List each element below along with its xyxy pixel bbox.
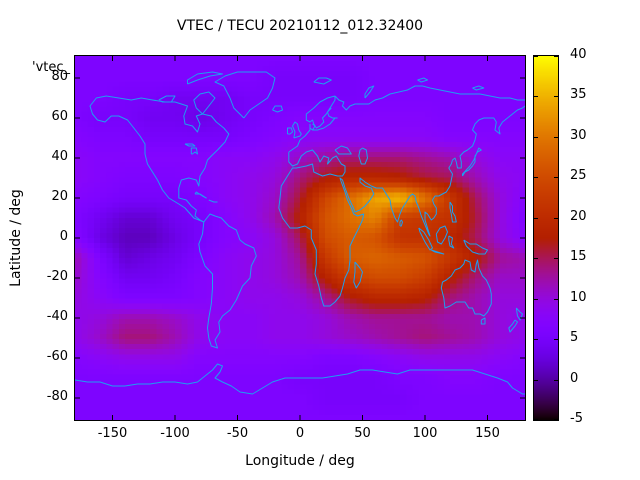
coastline-new-zealand-north [515,307,523,321]
x-tick-label: 100 [412,426,438,441]
colorbar-tick-mark [554,56,558,57]
coastline-borneo [435,225,448,245]
x-tick-label: -50 [226,426,249,441]
y-tick-label: -80 [46,389,68,404]
coastline-caspian-sea [358,147,368,165]
colorbar-tick-label: -5 [570,411,583,426]
coastline-north-america [89,95,230,223]
coastline-philippines [449,201,457,223]
y-tick-label: -20 [46,269,68,284]
colorbar-tick-mark [554,96,558,98]
x-tick-label: 150 [475,426,500,441]
coastline-lake-michigan-huron [190,147,198,155]
colorbar-tick-mark [534,136,538,138]
coastline-sulawesi [448,235,455,249]
coastline-south-america [198,213,257,349]
coastline-baffin-island [193,91,216,115]
colorbar-tick-label: 5 [570,330,579,346]
colorbar-gradient-canvas [534,56,558,420]
coastline-ireland [287,127,293,135]
coastline-lake-superior [184,143,196,147]
colorbar-tick-label: 0 [570,370,579,386]
colorbar-tick-mark [554,298,558,300]
coastline-japan [462,147,482,177]
coastline-cuba [194,191,207,199]
coastline-hispaniola [208,199,218,203]
coastline-new-zealand-south [508,319,518,333]
coastline-europe-west [288,126,311,153]
colorbar-tick-label: 35 [570,87,587,103]
tec-heatmap-canvas [75,56,525,420]
coastline-novaya-zemlya [364,85,375,99]
coastline-new-siberian-islands [472,85,485,91]
y-tick-label: 40 [51,149,68,164]
x-tick-label: 50 [354,426,371,441]
coastline-black-sea [334,145,352,155]
y-tick-label: 20 [51,189,68,204]
coastline-madagascar [353,261,363,289]
colorbar-tick-label: 30 [570,127,587,143]
y-tick-label: 80 [51,69,68,84]
colorbar-tick-mark [534,56,538,57]
coastline-russia-arctic [334,85,525,111]
coastline-java [431,249,445,255]
coastline-iceland [272,105,283,113]
coastline-greenland [214,71,276,119]
colorbar-tick-label: 15 [570,249,587,265]
y-tick-label: 60 [51,109,68,124]
coastline-sri-lanka [399,219,403,227]
plot-title: VTEC / TECU 20210112_012.32400 [176,18,424,34]
colorbar-tick-mark [534,258,538,260]
coastline-denmark [309,123,316,131]
x-tick-label: -100 [160,426,190,441]
coastline-australia [440,259,492,317]
coastline-great-britain [292,121,302,139]
x-tick-label: 0 [295,426,305,441]
coastline-africa-eurasia [278,105,525,307]
colorbar-tick-mark [534,339,538,341]
coastline-victoria-island [158,95,176,103]
colorbar-tick-mark [554,177,558,179]
colorbar-tick-mark [534,298,538,300]
colorbar-tick-mark [534,419,538,420]
coastline-antarctica [75,363,525,395]
colorbar-tick-mark [554,258,558,260]
x-axis-label: Longitude / deg [245,453,355,469]
colorbar-tick-label: 10 [570,289,587,305]
coastline-sumatra [418,227,433,251]
y-axis-label: Latitude / deg [8,189,24,287]
colorbar-tick-label: 40 [570,47,587,62]
colorbar-tick-mark [534,217,538,219]
colorbar-tick-mark [534,379,538,381]
coastline-svalbard [313,77,332,85]
y-tick-label: -60 [46,349,68,364]
colorbar-tick-label: 25 [570,168,587,184]
coastline-ellesmere [187,71,223,85]
colorbar-tick-label: 20 [570,208,587,224]
colorbar [533,55,559,421]
colorbar-tick-mark [554,379,558,381]
colorbar-tick-mark [554,136,558,138]
coastline-severnaya-zemlya [417,77,428,83]
y-tick-label: -40 [46,309,68,324]
key-label: 'vtec_ [32,60,71,75]
colorbar-tick-mark [554,217,558,219]
map-plot-area [74,55,526,421]
y-tick-label: 0 [59,229,68,244]
coastline-new-guinea [463,239,488,255]
colorbar-tick-mark [534,96,538,98]
colorbar-tick-mark [534,177,538,179]
coastline-tasmania [480,317,486,325]
coastline-finland [327,107,338,119]
colorbar-tick-mark [554,339,558,341]
colorbar-tick-mark [554,419,558,420]
x-tick-label: -150 [97,426,128,441]
coastlines-overlay [75,56,525,420]
